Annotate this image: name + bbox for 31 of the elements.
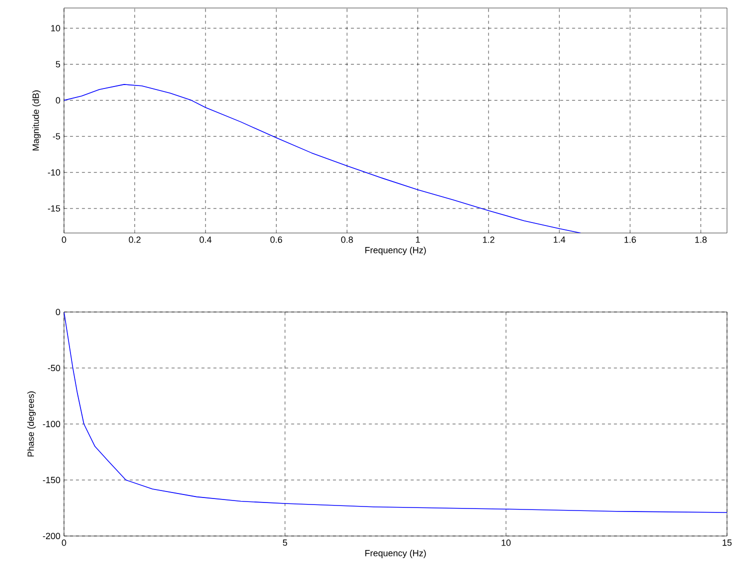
y-axis-title: Phase (degrees) [27,391,36,456]
y-tick-label: 5 [56,61,60,68]
y-tick-label: -15 [48,205,60,212]
x-tick-label: 0.2 [128,236,141,243]
y-tick-label: -200 [42,532,60,540]
y-tick-label: 0 [56,308,60,316]
x-tick-label: 1.2 [483,236,494,243]
y-tick-label: 10 [51,25,60,32]
y-tick-label: -50 [48,364,60,372]
x-tick-label: 10 [502,540,511,546]
x-axis-title: Frequency (Hz) [365,246,426,256]
x-tick-label: 15 [722,540,732,546]
x-tick-label: 1.6 [624,236,636,243]
x-tick-label: 1.8 [695,236,707,243]
x-axis-title: Frequency (Hz) [365,550,426,558]
x-tick-label: 1 [416,236,420,243]
x-tick-label: 1.4 [554,236,566,243]
y-tick-label: -5 [52,133,60,140]
y-tick-label: 0 [56,97,60,104]
y-tick-label: -100 [42,420,60,428]
y-tick-label: -10 [48,169,60,176]
x-tick-label: 0.8 [341,236,353,243]
y-axis-title: Magnitude (dB) [32,90,41,150]
line-series [64,84,581,233]
x-tick-label: 5 [282,540,288,546]
y-tick-label: -150 [42,476,60,484]
x-tick-label: 0 [62,540,66,546]
x-tick-label: 0.6 [270,236,282,243]
x-tick-label: 0 [62,236,66,243]
x-tick-label: 0.4 [200,236,212,243]
line-series [64,312,728,513]
